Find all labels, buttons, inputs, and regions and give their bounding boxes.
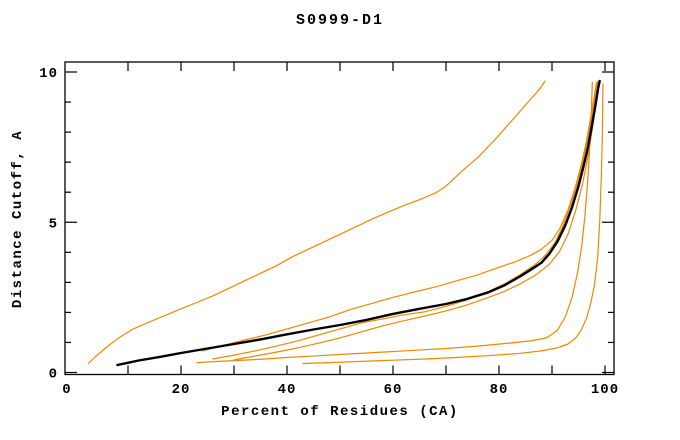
x-tick-label: 60 — [384, 382, 403, 398]
curve-orange-model-6 — [302, 83, 604, 365]
x-tick-label: 20 — [172, 382, 191, 398]
x-axis-title: Percent of Residues (CA) — [221, 404, 459, 420]
y-tick-label: 0 — [49, 367, 58, 383]
curve-orange-model-2 — [201, 81, 598, 352]
curve-orange-model-3 — [212, 80, 599, 360]
y-tick-label: 5 — [49, 216, 58, 232]
x-tick-label: 100 — [591, 382, 619, 398]
y-tick-label: 10 — [39, 66, 58, 82]
chart-title: S0999-D1 — [295, 12, 384, 29]
x-tick-label: 80 — [490, 382, 509, 398]
y-axis-title: Distance Cutoff, A — [10, 129, 26, 309]
curve-orange-model-4 — [233, 80, 600, 361]
plot-frame — [64, 61, 615, 376]
curve-orange-model-5 — [196, 81, 593, 364]
curve-black-reference — [116, 79, 601, 367]
curve-orange-model-1 — [87, 80, 546, 365]
x-tick-label: 40 — [278, 382, 297, 398]
x-tick-label: 0 — [62, 382, 71, 398]
